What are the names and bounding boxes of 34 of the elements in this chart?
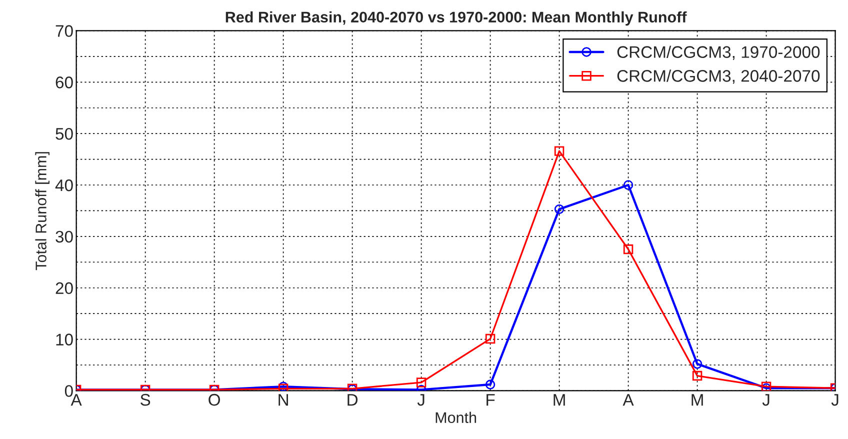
y-tick-label: 10 — [56, 334, 73, 346]
y-tick-label: 0 — [64, 385, 73, 397]
y-tick-label: 70 — [56, 25, 73, 37]
x-tick-label: A — [622, 394, 634, 406]
x-tick-label: F — [486, 394, 495, 406]
point — [692, 359, 702, 369]
point — [416, 378, 426, 388]
legend-label: CRCM/CGCM3, 1970-2000 — [617, 46, 820, 60]
x-tick-label: A — [70, 394, 82, 406]
chart-title: Red River Basin, 2040-2070 vs 1970-2000: Mean Monthly Runoff — [226, 11, 687, 26]
point — [485, 334, 496, 344]
point — [485, 380, 496, 390]
point — [623, 244, 634, 254]
x-tick-label: J — [762, 394, 770, 406]
point — [554, 146, 564, 156]
y-tick-label: 60 — [56, 76, 73, 88]
point — [554, 204, 564, 214]
x-tick-label: M — [554, 394, 565, 406]
y-tick-label: 20 — [56, 282, 73, 294]
x-tick-label: D — [348, 394, 358, 406]
x-tick-label: M — [692, 394, 703, 406]
x-tick-label: J — [831, 394, 838, 406]
x-axis-title: Month — [436, 412, 476, 424]
point — [623, 180, 634, 190]
point — [692, 370, 702, 381]
y-tick-label: 50 — [56, 128, 73, 140]
x-tick-label: J — [417, 394, 424, 406]
x-tick-label: O — [208, 394, 220, 406]
y-tick-label: 30 — [56, 230, 73, 243]
x-tick-label: S — [140, 394, 150, 406]
y-tick-label: 40 — [55, 179, 73, 192]
legend-label: CRCM/CGCM3, 2040-2070 — [617, 70, 820, 84]
x-tick-label: N — [278, 394, 288, 406]
y-axis-title: Total Runoff [mm] — [35, 152, 50, 270]
